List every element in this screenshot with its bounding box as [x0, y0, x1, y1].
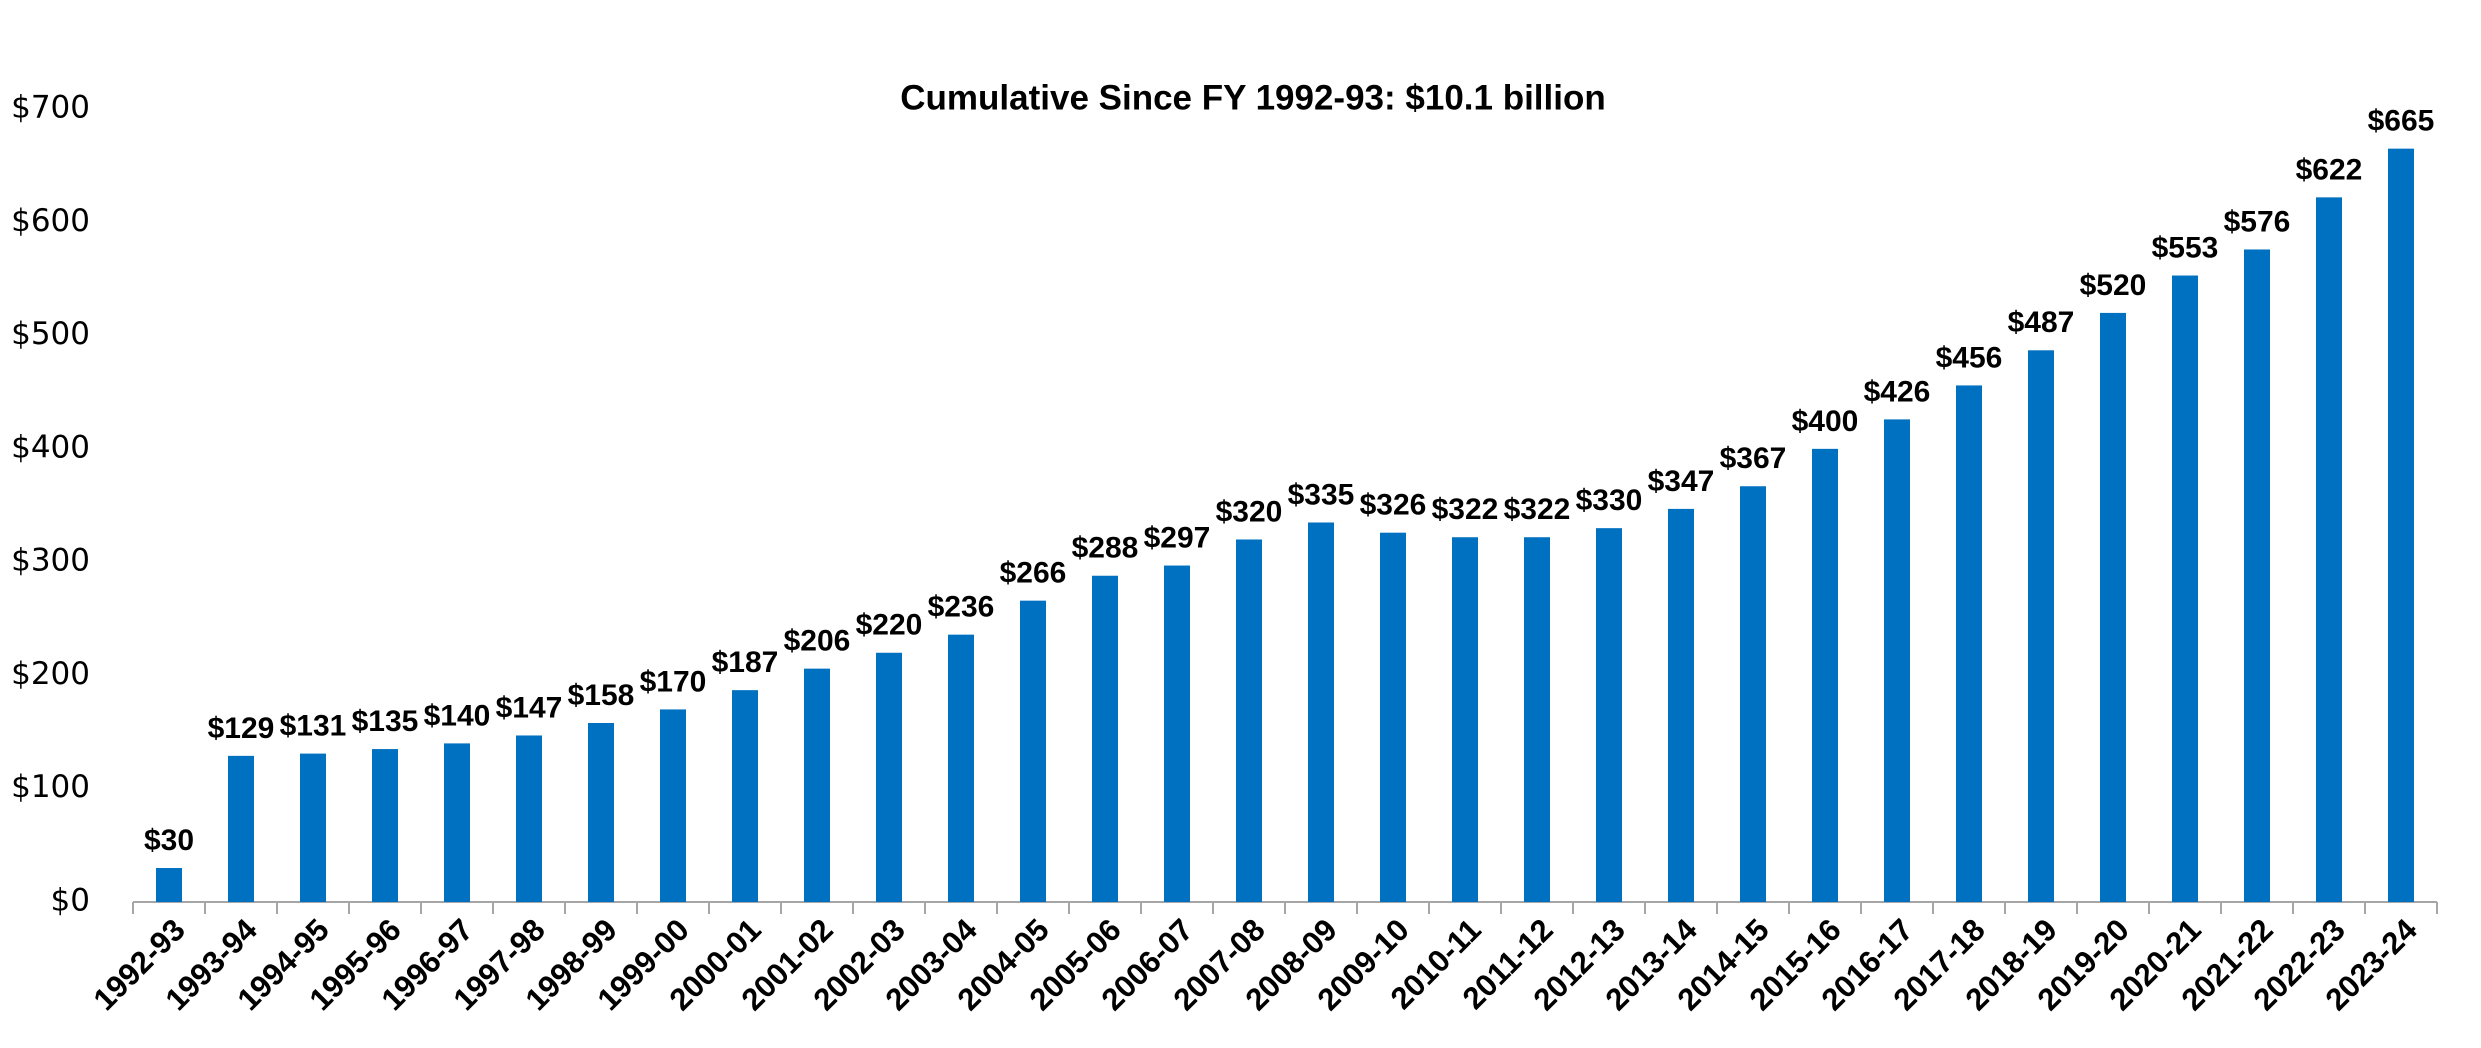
y-tick-label: $0	[51, 883, 90, 919]
value-label: $187	[712, 646, 779, 679]
bar	[2100, 312, 2126, 902]
bar	[1884, 419, 1910, 902]
value-label: $131	[280, 710, 347, 743]
bar	[228, 755, 254, 902]
bar	[2172, 275, 2198, 902]
bar	[588, 723, 614, 902]
value-label: $288	[1072, 532, 1139, 565]
bar	[1164, 565, 1190, 902]
bar	[444, 743, 470, 902]
value-label: $30	[144, 824, 194, 857]
bar	[660, 709, 686, 902]
value-label: $170	[640, 665, 707, 698]
bar	[1092, 575, 1118, 902]
value-label: $665	[2368, 105, 2435, 138]
value-label: $135	[352, 705, 419, 738]
bar	[1380, 532, 1406, 902]
value-label: $335	[1288, 478, 1355, 511]
value-label: $426	[1864, 375, 1931, 408]
bar	[1668, 508, 1694, 902]
bar	[1812, 448, 1838, 902]
bar	[300, 753, 326, 902]
bar	[1236, 539, 1262, 902]
y-tick-label: $400	[11, 429, 90, 465]
chart-title: Cumulative Since FY 1992-93: $10.1 billi…	[900, 78, 1605, 117]
bar	[1740, 486, 1766, 902]
value-label: $220	[856, 609, 923, 642]
value-label: $147	[496, 691, 563, 724]
y-tick-label: $700	[11, 90, 90, 126]
bar	[372, 749, 398, 902]
value-label: $456	[1936, 341, 2003, 374]
value-label: $236	[928, 591, 995, 624]
value-label: $140	[424, 699, 491, 732]
bar	[1596, 528, 1622, 902]
y-tick-label: $100	[11, 769, 90, 805]
value-label: $158	[568, 679, 635, 712]
value-label: $322	[1504, 493, 1571, 526]
bar	[1452, 537, 1478, 902]
value-label: $330	[1576, 484, 1643, 517]
y-tick-label: $500	[11, 316, 90, 352]
bar	[804, 668, 830, 902]
bar	[1524, 537, 1550, 902]
bar	[732, 690, 758, 902]
value-label: $322	[1432, 493, 1499, 526]
value-label: $553	[2152, 231, 2219, 264]
bar	[516, 735, 542, 902]
bar	[876, 652, 902, 902]
value-label: $487	[2008, 306, 2075, 339]
value-label: $326	[1360, 489, 1427, 522]
bar	[156, 868, 182, 902]
value-label: $622	[2296, 153, 2363, 186]
value-label: $129	[208, 712, 275, 745]
y-tick-label: $300	[11, 543, 90, 579]
bar	[948, 634, 974, 902]
y-tick-label: $200	[11, 656, 90, 692]
value-label: $400	[1792, 405, 1859, 438]
value-label: $576	[2224, 205, 2291, 238]
value-label: $206	[784, 625, 851, 658]
bar	[1956, 385, 1982, 903]
bar	[1308, 522, 1334, 902]
bar	[2244, 249, 2270, 902]
value-label: $520	[2080, 269, 2147, 302]
value-label: $266	[1000, 557, 1067, 590]
bar	[2388, 148, 2414, 902]
value-label: $347	[1648, 465, 1715, 498]
value-label: $297	[1144, 521, 1211, 554]
bar	[1020, 600, 1046, 902]
bar	[2316, 197, 2342, 902]
y-tick-label: $600	[11, 203, 90, 239]
value-label: $367	[1720, 442, 1787, 475]
value-label: $320	[1216, 495, 1283, 528]
bar	[2028, 350, 2054, 902]
